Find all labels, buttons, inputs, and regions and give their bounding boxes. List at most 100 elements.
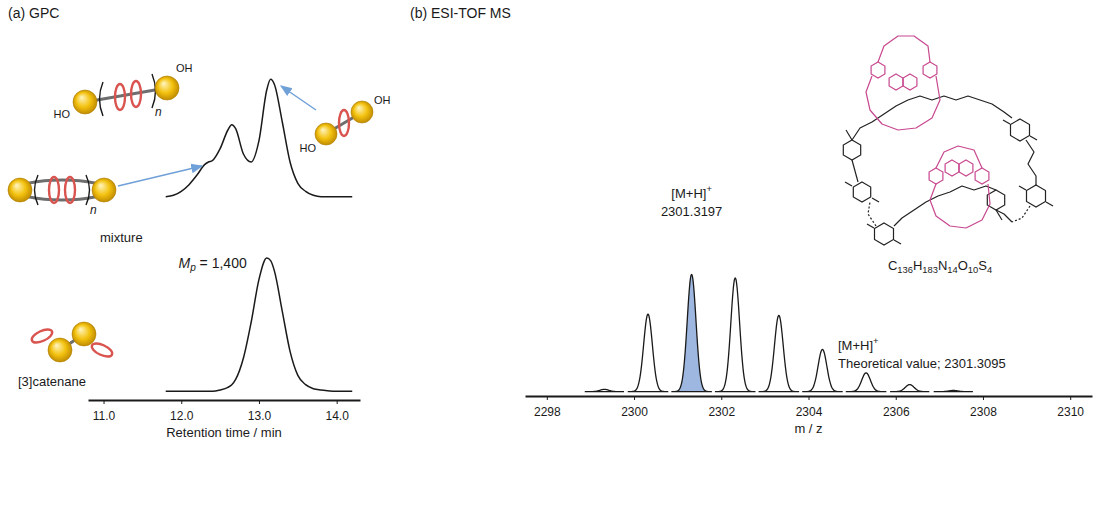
arrow xyxy=(118,166,202,186)
annotation: Theoretical value; 2301.3095 xyxy=(838,356,1006,371)
annotation: 2301.3197 xyxy=(661,204,722,219)
line-series xyxy=(166,79,353,196)
ring-atoms xyxy=(923,62,937,78)
peak xyxy=(585,389,624,391)
figure: (a) GPC11.012.013.014.0Retention time / … xyxy=(0,0,1104,512)
bond-chain xyxy=(846,130,852,140)
bond-chain xyxy=(1026,140,1036,186)
series-label: [3]catenane xyxy=(18,374,86,389)
peak xyxy=(716,278,755,392)
tick: 14.0 xyxy=(326,400,350,423)
bond-chain xyxy=(866,76,940,130)
tick-mark xyxy=(721,396,722,400)
tick: 13.0 xyxy=(248,400,272,423)
sphere xyxy=(351,101,373,123)
tick-label: 2308 xyxy=(970,405,997,419)
ring xyxy=(131,81,141,107)
peak xyxy=(759,315,798,391)
icon-label: n xyxy=(155,105,162,119)
x-axis: 2298 2300 2302 2304 2306 2308 2310 xyxy=(526,396,1093,419)
tick: 11.0 xyxy=(93,400,116,423)
tick-mark xyxy=(634,396,635,400)
ring-atoms xyxy=(1027,185,1046,207)
ring-atoms xyxy=(889,74,903,90)
sphere xyxy=(72,322,96,346)
peak xyxy=(846,373,885,392)
bond-chain xyxy=(1019,186,1026,190)
tick: 12.0 xyxy=(170,400,194,423)
ring-atoms xyxy=(853,182,870,202)
peak xyxy=(628,314,667,391)
axis-title: Retention time / min xyxy=(166,425,282,440)
peak xyxy=(934,390,973,391)
series-label: mixture xyxy=(100,230,143,245)
bond-chain xyxy=(936,146,982,168)
line-series xyxy=(166,258,353,391)
panel-title: (b) ESI-TOF MS xyxy=(410,5,511,21)
sphere xyxy=(48,338,72,362)
bond-chain xyxy=(872,198,879,202)
tick-label: 11.0 xyxy=(93,409,116,423)
bond-chain xyxy=(852,160,858,182)
sphere xyxy=(92,178,116,202)
x-axis-line xyxy=(89,400,361,402)
tick: 2302 xyxy=(708,396,735,419)
bracket xyxy=(152,74,156,108)
bond-chain xyxy=(996,210,1002,220)
annotation: [M+H]+ xyxy=(838,336,879,353)
ring-atoms xyxy=(975,168,989,184)
bracket xyxy=(100,82,104,116)
axis-title: m / z xyxy=(794,421,822,436)
icon-catenane xyxy=(30,322,114,362)
tick-label: 2310 xyxy=(1057,405,1084,419)
ring-atoms xyxy=(945,160,959,176)
bond-chain xyxy=(878,36,930,62)
tick-label: 12.0 xyxy=(170,409,194,423)
bond-chain xyxy=(1046,202,1053,206)
tick-mark xyxy=(1070,396,1071,400)
ring xyxy=(65,177,75,203)
icon-label: OH xyxy=(374,94,391,106)
tick-label: 13.0 xyxy=(248,409,272,423)
ring-atoms xyxy=(871,62,885,78)
bond-chain xyxy=(1012,206,1030,222)
peak xyxy=(672,274,711,391)
peak xyxy=(803,349,842,391)
tick: 2306 xyxy=(883,396,910,419)
bond-chain xyxy=(996,210,1012,222)
tick-label: 14.0 xyxy=(326,409,350,423)
tick-label: 2302 xyxy=(708,405,735,419)
tick-label: 2306 xyxy=(883,405,910,419)
bond-chain xyxy=(867,224,874,228)
ring-atoms xyxy=(1011,119,1030,141)
icon-cyclic-oligomer: n xyxy=(8,166,202,217)
sphere xyxy=(155,76,179,100)
icon-label: HO xyxy=(300,142,317,154)
tick-label: 2304 xyxy=(796,405,823,419)
ring-atoms xyxy=(875,223,894,245)
tick: 2304 xyxy=(796,396,823,419)
x-axis: 11.0 12.0 13.0 14.0 xyxy=(89,400,361,423)
structure xyxy=(843,36,1053,245)
bracket xyxy=(35,175,39,205)
tick: 2298 xyxy=(534,396,561,419)
icon-label: n xyxy=(90,203,97,217)
bond-chain xyxy=(894,240,901,244)
annotation: Mp = 1,400 xyxy=(178,255,246,273)
ring-atoms xyxy=(929,168,943,184)
tick-label: 2298 xyxy=(534,405,561,419)
ring xyxy=(90,341,114,359)
sphere xyxy=(315,123,337,145)
tick-mark xyxy=(547,396,548,400)
icon-linear-oligomer: HOOHn xyxy=(54,62,193,120)
tick-mark xyxy=(896,396,897,400)
tick: 2300 xyxy=(621,396,648,419)
icons: HOOHnnHOOH xyxy=(8,62,391,362)
peak xyxy=(890,385,929,392)
tick-label: 2300 xyxy=(621,405,648,419)
ring-atoms xyxy=(959,160,973,176)
tick-mark xyxy=(809,396,810,400)
tick-mark xyxy=(181,400,182,404)
bond-chain xyxy=(930,184,990,228)
icon-label: HO xyxy=(54,108,71,120)
